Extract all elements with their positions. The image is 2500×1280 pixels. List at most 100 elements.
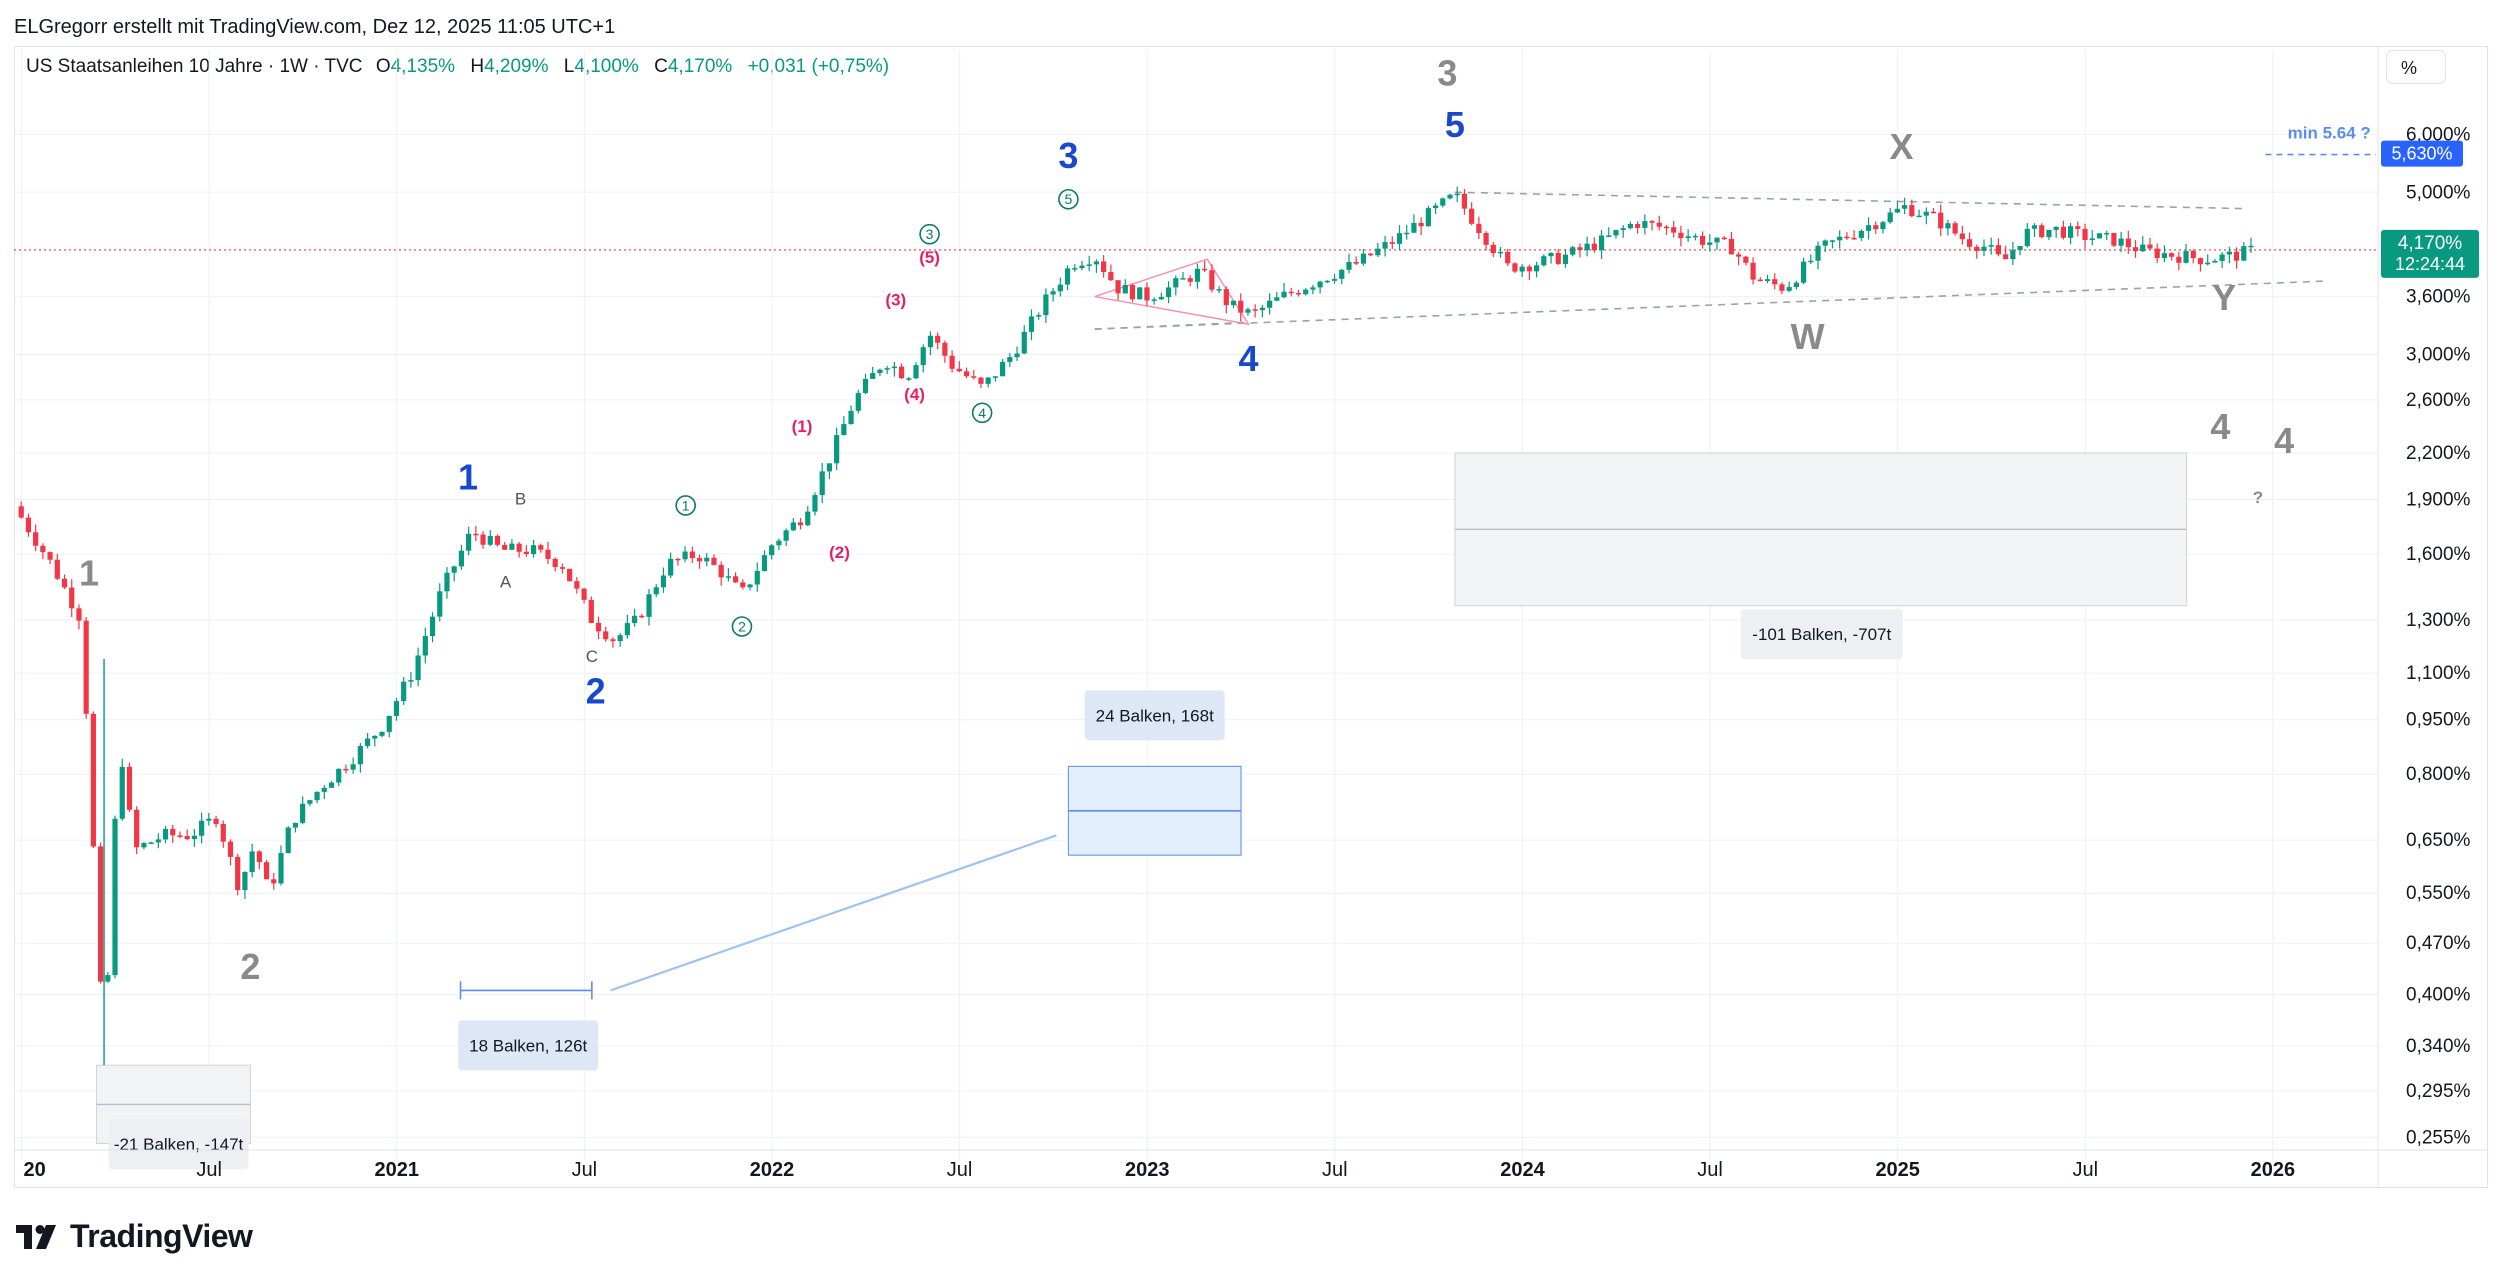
percent-scale-button[interactable]: % <box>2386 50 2446 84</box>
current-price-tag: 4,170%12:24:44 <box>2381 229 2479 278</box>
candle-body <box>1057 284 1063 292</box>
candle-body <box>761 555 768 572</box>
candle-body <box>660 575 667 588</box>
candle-body <box>1432 205 1439 209</box>
candle-body <box>1815 245 1821 261</box>
candle-body <box>401 681 407 702</box>
candle-body <box>1187 278 1193 282</box>
candle-body <box>1115 280 1121 294</box>
candle-body <box>1476 223 1482 234</box>
candle-body <box>83 620 89 714</box>
wave-label: 3 <box>926 226 934 242</box>
candle-body <box>451 566 457 573</box>
candle-body <box>2205 262 2211 265</box>
candle-body <box>1259 307 1265 311</box>
candle-body <box>76 608 82 621</box>
candle-body <box>1194 268 1201 282</box>
candle-body <box>444 572 450 592</box>
candle-body <box>754 571 760 585</box>
tradingview-logo[interactable]: TradingView <box>16 1218 253 1255</box>
candle-body <box>1483 233 1489 245</box>
candle-body <box>1837 236 1843 241</box>
candle-body <box>1692 235 1698 238</box>
candle-body <box>574 581 580 589</box>
y-tick-label: 0,340% <box>2406 1036 2471 1057</box>
range-measure-label: 18 Balken, 126t <box>469 1036 587 1055</box>
wave-label-circle <box>1058 188 1079 210</box>
candle-body <box>1014 353 1020 358</box>
candle-body <box>1663 226 1670 229</box>
candle-body <box>2219 254 2225 261</box>
wave-label: 2 <box>240 946 260 987</box>
drawing-overlays[interactable]: min 5.64 ? -21 Balken, -147t 18 Balken, 12… <box>96 124 2376 1170</box>
x-tick-label: Jul <box>1697 1159 1723 1181</box>
candle-body <box>393 701 400 716</box>
candle-body <box>307 800 313 804</box>
y-tick-label: 1,100% <box>2406 663 2471 684</box>
candle-body <box>1404 232 1410 235</box>
candle-body <box>2089 238 2095 240</box>
candle-body <box>1303 289 1309 295</box>
x-tick-label: Jul <box>947 1159 973 1181</box>
candle-body <box>624 623 630 636</box>
candle-body <box>1267 300 1273 308</box>
candle-body <box>502 544 508 550</box>
range-measure-label: 24 Balken, 168t <box>1096 706 1214 725</box>
candle-body <box>1671 227 1677 233</box>
candle-body <box>357 746 363 765</box>
candle-body <box>1512 263 1518 272</box>
candle-body <box>242 872 248 891</box>
candle-body <box>783 530 789 541</box>
candle-body <box>473 533 479 536</box>
candle-body <box>1707 242 1713 245</box>
candle-body <box>935 335 941 343</box>
wave-label: C <box>586 647 598 666</box>
candle-body <box>2053 226 2059 230</box>
range-measure-label: -101 Balken, -707t <box>1752 625 1891 644</box>
y-tick-label: 0,800% <box>2406 764 2471 785</box>
candle-body <box>631 615 638 624</box>
candle-body <box>1620 228 1626 230</box>
candle-body <box>1490 244 1496 254</box>
candle-body <box>1635 223 1641 228</box>
candle-body <box>2169 253 2175 257</box>
candle-body <box>148 842 154 844</box>
candle-body <box>1938 212 1944 229</box>
candle-body <box>415 655 421 681</box>
candle-body <box>220 823 226 842</box>
x-tick-label: 2022 <box>750 1159 795 1181</box>
current-price-tag-countdown: 12:24:44 <box>2395 254 2465 274</box>
symbol-name[interactable]: US Staatsanleihen 10 Jahre · 1W · TVC <box>26 56 363 77</box>
tradingview-logo-text: TradingView <box>70 1218 253 1254</box>
candle-body <box>1295 292 1302 295</box>
candle-body <box>1772 279 1778 285</box>
wave-label: 1 <box>458 457 478 498</box>
candle-body <box>1786 287 1792 291</box>
current-price-tag-bg <box>2381 229 2479 278</box>
candle-body <box>343 768 349 771</box>
candle-body <box>47 552 53 560</box>
x-tick-label: Jul <box>1322 1159 1348 1181</box>
x-tick-label: 2025 <box>1875 1159 1920 1181</box>
candle-body <box>422 636 428 656</box>
x-tick-label: 20 <box>24 1159 46 1181</box>
candle-body <box>321 787 327 792</box>
candle-body <box>1909 205 1915 217</box>
candle-body <box>429 616 436 637</box>
y-tick-label: 1,600% <box>2406 544 2471 565</box>
candle-body <box>841 424 847 436</box>
y-tick-label: 6,000% <box>2406 124 2471 145</box>
target-price-tag-bg <box>2381 140 2463 167</box>
candle-body <box>1122 285 1128 294</box>
candle-body <box>1072 268 1078 270</box>
candle-body <box>1570 247 1576 255</box>
candle-body <box>126 766 133 810</box>
candle-body <box>1930 211 1937 214</box>
wave-label-circle <box>919 223 940 245</box>
candle-body <box>271 879 277 884</box>
candle-body <box>1317 281 1323 288</box>
range-measure-label-bg <box>458 1020 599 1071</box>
symbol-legend[interactable]: US Staatsanleihen 10 Jahre · 1W · TVC O4… <box>26 56 899 78</box>
wave-label: 3 <box>1437 52 1457 93</box>
